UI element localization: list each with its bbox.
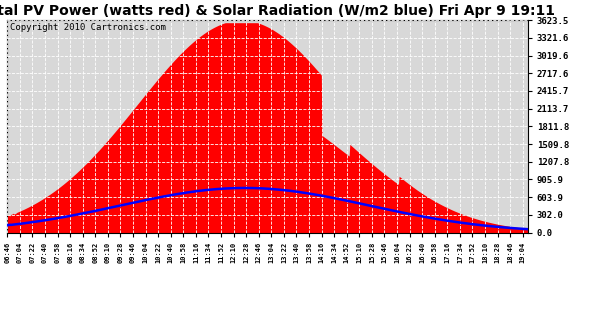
Text: Copyright 2010 Cartronics.com: Copyright 2010 Cartronics.com — [10, 23, 166, 32]
Title: Total PV Power (watts red) & Solar Radiation (W/m2 blue) Fri Apr 9 19:11: Total PV Power (watts red) & Solar Radia… — [0, 4, 555, 18]
